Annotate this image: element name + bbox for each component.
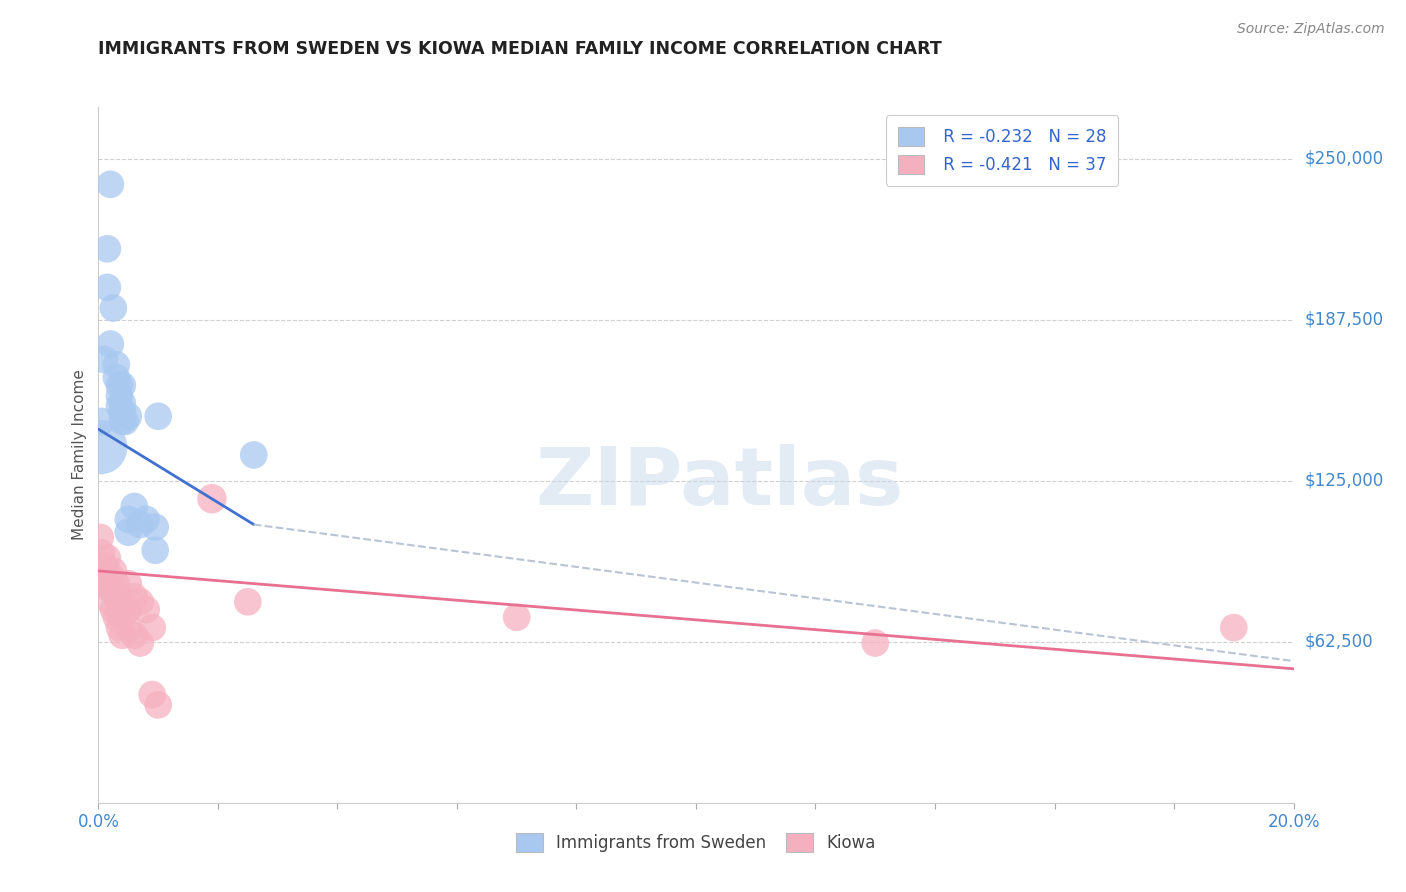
Point (111, 610, 134, 624)
Point (129, 595, 152, 609)
Point (236, 595, 259, 609)
Point (93, 352, 115, 367)
Point (129, 636, 152, 650)
Point (93, 569, 115, 583)
Point (108, 389, 131, 403)
Point (105, 358, 128, 372)
Text: Source: ZipAtlas.com: Source: ZipAtlas.com (1237, 22, 1385, 37)
Point (93, 558, 115, 573)
Point (148, 698, 170, 712)
Point (124, 500, 146, 514)
Text: $187,500: $187,500 (1305, 310, 1384, 328)
Text: $250,000: $250,000 (1305, 150, 1384, 168)
Point (143, 520, 166, 534)
Legend: Immigrants from Sweden, Kiowa: Immigrants from Sweden, Kiowa (505, 822, 887, 864)
Point (103, 301, 125, 315)
Point (90, 546, 112, 560)
Y-axis label: Median Family Income: Median Family Income (72, 369, 87, 541)
Point (105, 610, 128, 624)
Point (105, 590, 128, 604)
Point (141, 688, 163, 702)
Point (1223, 621, 1246, 635)
Point (108, 605, 131, 619)
Point (111, 595, 134, 609)
Point (117, 602, 139, 616)
Point (111, 404, 134, 418)
Point (96, 242, 118, 256)
Point (90, 414, 112, 428)
Point (111, 378, 134, 392)
Point (96, 551, 118, 566)
Text: $62,500: $62,500 (1305, 632, 1374, 651)
Point (506, 610, 529, 624)
Point (103, 584, 125, 599)
Point (135, 512, 157, 526)
Point (124, 628, 146, 642)
Point (117, 512, 139, 526)
Point (243, 448, 266, 462)
Point (98, 582, 122, 596)
Point (98, 595, 122, 609)
Point (141, 621, 163, 635)
Point (111, 414, 134, 428)
Point (117, 576, 139, 591)
Text: ZIPatlas: ZIPatlas (536, 443, 904, 522)
Point (117, 409, 139, 424)
Point (865, 636, 887, 650)
Point (103, 564, 125, 578)
Point (108, 378, 131, 392)
Point (129, 517, 152, 532)
Point (108, 399, 131, 413)
Point (96, 280, 118, 294)
Point (96, 576, 118, 591)
Point (114, 414, 136, 428)
Point (103, 602, 125, 616)
Text: IMMIGRANTS FROM SWEDEN VS KIOWA MEDIAN FAMILY INCOME CORRELATION CHART: IMMIGRANTS FROM SWEDEN VS KIOWA MEDIAN F… (98, 40, 942, 58)
Point (135, 602, 157, 616)
Point (108, 621, 131, 635)
Point (98, 569, 122, 583)
Point (124, 590, 146, 604)
Point (105, 370, 128, 384)
Point (89, 530, 111, 544)
Point (98, 178, 122, 192)
Point (117, 525, 139, 540)
Point (201, 491, 224, 506)
Point (98, 337, 122, 351)
Point (111, 396, 134, 410)
Point (117, 621, 139, 635)
Point (89, 440, 111, 454)
Point (105, 576, 128, 591)
Point (148, 409, 170, 424)
Point (143, 543, 166, 558)
Point (108, 590, 131, 604)
Text: $125,000: $125,000 (1305, 472, 1384, 490)
Point (111, 628, 134, 642)
